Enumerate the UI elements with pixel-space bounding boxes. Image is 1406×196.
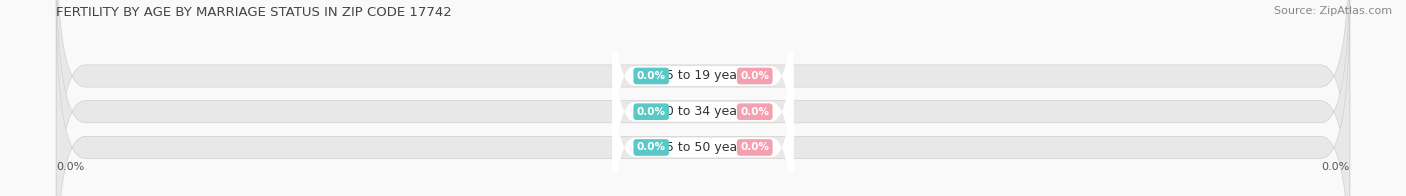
- Text: 0.0%: 0.0%: [740, 107, 769, 117]
- FancyBboxPatch shape: [56, 0, 1350, 196]
- FancyBboxPatch shape: [613, 0, 793, 191]
- Text: 0.0%: 0.0%: [56, 162, 84, 172]
- Text: 0.0%: 0.0%: [740, 71, 769, 81]
- Text: 0.0%: 0.0%: [1322, 162, 1350, 172]
- FancyBboxPatch shape: [56, 0, 1350, 196]
- Text: 0.0%: 0.0%: [637, 107, 666, 117]
- Text: FERTILITY BY AGE BY MARRIAGE STATUS IN ZIP CODE 17742: FERTILITY BY AGE BY MARRIAGE STATUS IN Z…: [56, 6, 451, 19]
- FancyBboxPatch shape: [56, 0, 1350, 196]
- Text: 15 to 19 years: 15 to 19 years: [658, 69, 748, 83]
- FancyBboxPatch shape: [613, 0, 793, 196]
- Text: 0.0%: 0.0%: [637, 142, 666, 152]
- Text: 35 to 50 years: 35 to 50 years: [658, 141, 748, 154]
- Text: 20 to 34 years: 20 to 34 years: [658, 105, 748, 118]
- Text: 0.0%: 0.0%: [740, 142, 769, 152]
- Text: Source: ZipAtlas.com: Source: ZipAtlas.com: [1274, 6, 1392, 16]
- Text: 0.0%: 0.0%: [637, 71, 666, 81]
- FancyBboxPatch shape: [613, 32, 793, 196]
